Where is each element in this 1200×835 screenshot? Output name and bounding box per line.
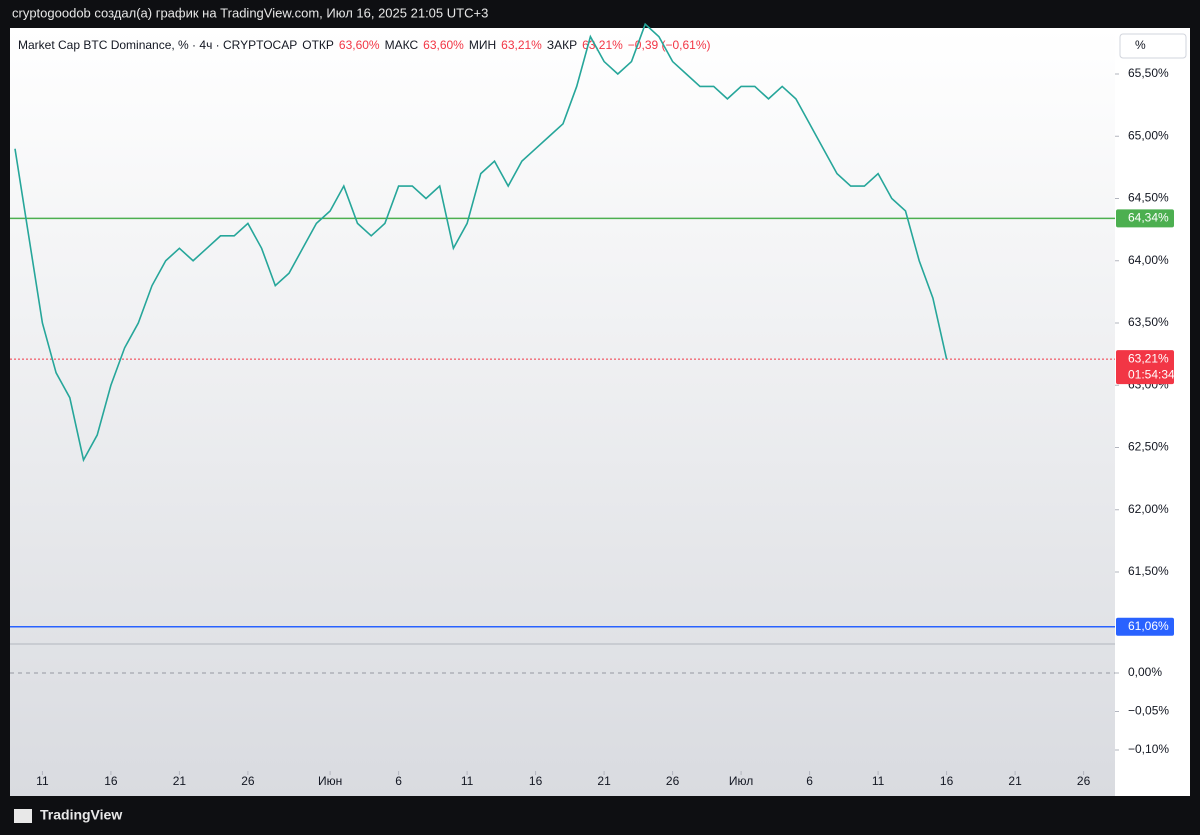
legend-field-label: МАКС: [385, 38, 419, 52]
x-tick-label: 26: [241, 774, 255, 788]
chart-area: [10, 28, 1190, 796]
scale-button[interactable]: [1119, 33, 1187, 59]
price-axis: [1115, 28, 1190, 796]
legend-symbol: Market Cap BTC Dominance, % · 4ч · CRYPT…: [18, 38, 297, 52]
level-badge-label: 63,21%: [1128, 351, 1169, 365]
x-tick-label: 21: [173, 774, 187, 788]
price-tick-label: 61,50%: [1128, 564, 1169, 578]
level-badge-label: 64,34%: [1128, 211, 1169, 225]
x-tick-label: 26: [666, 774, 680, 788]
oscillator-tick-label: −0,05%: [1128, 704, 1169, 718]
level-badge-label: 61,06%: [1128, 619, 1169, 633]
x-tick-label: 6: [395, 774, 402, 788]
x-tick-label: 11: [36, 774, 49, 788]
x-tick-label: 26: [1077, 774, 1091, 788]
scale-button-label[interactable]: %: [1135, 38, 1146, 52]
level-badge: [1116, 617, 1174, 636]
oscillator-tick-label: −0,10%: [1128, 742, 1169, 756]
x-tick-label: 21: [1008, 774, 1022, 788]
x-tick-label: 16: [940, 774, 954, 788]
price-line: [14, 22, 948, 463]
logo-icon: [14, 809, 32, 823]
legend-field-label: МИН: [469, 38, 496, 52]
x-tick-label: 16: [104, 774, 118, 788]
price-tick-label: 62,50%: [1128, 440, 1169, 454]
x-tick-label: 16: [529, 774, 543, 788]
legend-field-label: ОТКР: [302, 38, 334, 52]
price-tick-label: 64,50%: [1128, 191, 1169, 205]
x-tick-label: Июл: [729, 774, 753, 788]
x-tick-label: 6: [806, 774, 813, 788]
oscillator-tick-label: 0,00%: [1128, 665, 1162, 679]
x-tick-label: 11: [872, 774, 885, 788]
footer-logo: TradingView: [40, 807, 122, 823]
price-tick-label: 62,00%: [1128, 502, 1169, 516]
legend-change: −0,39 (−0,61%): [628, 38, 711, 52]
price-tick-label: 64,00%: [1128, 253, 1169, 267]
legend-field-value: 63,60%: [339, 38, 380, 52]
x-tick-label: Июн: [318, 774, 342, 788]
x-tick-label: 11: [461, 774, 474, 788]
price-tick-label: 63,50%: [1128, 315, 1169, 329]
header-title: cryptogoodob создал(а) график на Trading…: [12, 5, 488, 20]
legend-field-value: 63,60%: [423, 38, 464, 52]
countdown: 01:54:34: [1128, 367, 1175, 381]
price-tick-label: 65,50%: [1128, 66, 1169, 80]
legend-field-value: 63,21%: [501, 38, 542, 52]
level-badge: [1116, 209, 1174, 228]
level-badge: [1116, 350, 1174, 385]
price-tick-label: 65,00%: [1128, 128, 1169, 142]
x-tick-label: 21: [597, 774, 611, 788]
legend-field-label: ЗАКР: [547, 38, 577, 52]
